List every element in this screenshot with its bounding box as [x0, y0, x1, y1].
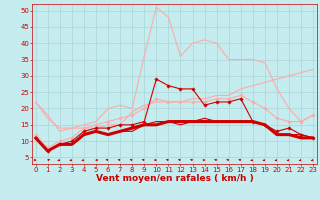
X-axis label: Vent moyen/en rafales ( km/h ): Vent moyen/en rafales ( km/h )	[96, 174, 253, 183]
